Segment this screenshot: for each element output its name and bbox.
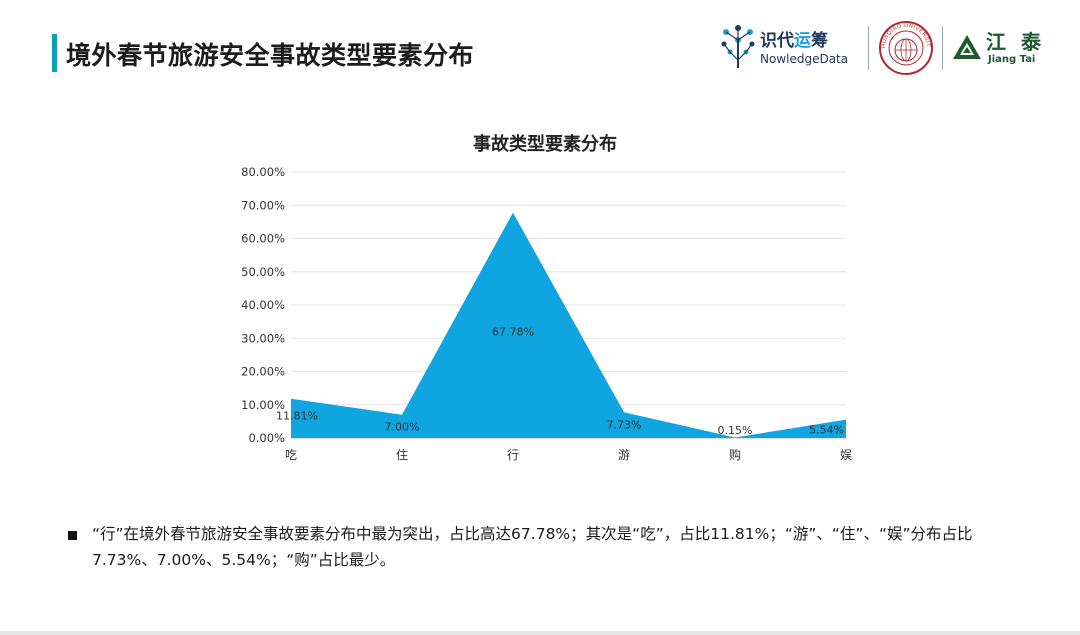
mountain-icon [953,35,981,59]
university-seal-icon: HUAQIAO UNIVERSITY [878,20,933,75]
y-axis-ticks: 0.00% 10.00% 20.00% 30.00% 40.00% 50.00% 60.00… [241,165,285,445]
summary-text: “行”在境外春节旅游安全事故要素分布中最为突出，占比高达67.78%；其次是“吃… [92,525,973,569]
y-tick-label: 60.00% [241,232,285,246]
jiangtai-brand-cn: 江 泰 [986,30,1045,54]
jiangtai-logo: 江 泰 Jiang Tai [950,26,1068,76]
y-tick-label: 70.00% [241,198,285,212]
y-tick-label: 80.00% [241,165,285,179]
network-tree-icon [721,25,755,68]
area-fill [291,212,846,438]
x-axis-ticks: 吃住行游购娱 [285,447,852,462]
footer-rule [0,631,1080,635]
x-tick-label: 娱 [840,448,852,462]
zhidai-logo: 识代运筹 NowledgeData [718,22,858,74]
y-tick-label: 50.00% [241,265,285,279]
chart-title: 事故类型要素分布 [473,133,617,155]
logo-divider [868,26,869,70]
page-title: 境外春节旅游安全事故类型要素分布 [66,41,475,70]
jiangtai-brand-en: Jiang Tai [988,54,1036,65]
data-label: 67.78% [492,325,534,338]
x-tick-label: 游 [618,448,630,462]
y-tick-label: 40.00% [241,298,285,312]
x-tick-label: 购 [729,447,741,462]
title-accent-bar [52,34,57,72]
data-labels: 11.81% 7.00% 67.78% 7.73% 0.15% 5.54% [276,325,844,437]
logo-group: 识代运筹 NowledgeData HUAQIAO UNIVERSITY 江 泰… [718,18,1068,80]
data-label: 7.00% [385,421,420,434]
logo-divider-2 [942,26,943,70]
data-label: 7.73% [607,418,642,431]
x-tick-label: 住 [396,448,408,462]
x-tick-label: 吃 [285,448,297,462]
zhidai-brand-cn: 识代运筹 [760,31,828,51]
x-tick-label: 行 [507,448,519,462]
data-label: 0.15% [718,424,753,437]
data-label: 5.54% [809,424,844,437]
y-tick-label: 10.00% [241,398,285,412]
y-tick-label: 20.00% [241,365,285,379]
bullet-marker [68,531,77,540]
zhidai-brand-en: NowledgeData [760,52,849,66]
area-series [290,212,847,438]
y-tick-label: 30.00% [241,331,285,345]
data-label: 11.81% [276,410,318,423]
y-tick-label: 0.00% [248,431,285,445]
